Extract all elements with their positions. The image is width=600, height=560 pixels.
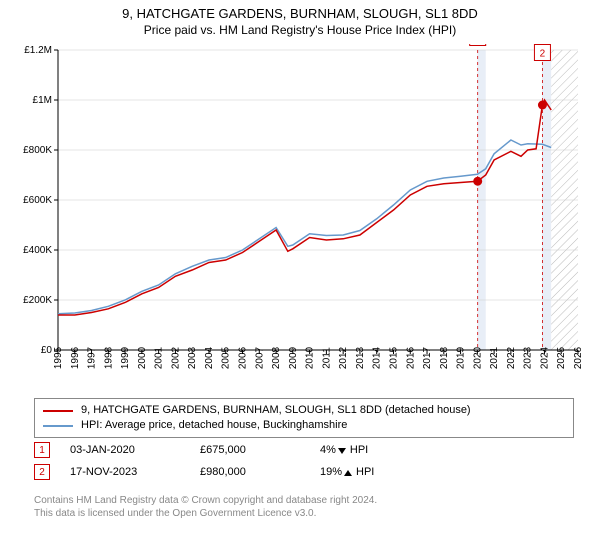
price-chart: £0£200K£400K£600K£800K£1M£1.2M1995199619… xyxy=(8,44,592,392)
svg-text:£1.2M: £1.2M xyxy=(24,45,52,56)
transaction-date: 17-NOV-2023 xyxy=(70,466,200,478)
transaction-row: 1 03-JAN-2020 £675,000 4%HPI xyxy=(34,442,574,458)
page-title-address: 9, HATCHGATE GARDENS, BURNHAM, SLOUGH, S… xyxy=(0,6,600,21)
marker-badge: 2 xyxy=(34,464,50,480)
svg-text:2: 2 xyxy=(540,49,546,60)
arrow-up-icon xyxy=(344,470,352,476)
legend: 9, HATCHGATE GARDENS, BURNHAM, SLOUGH, S… xyxy=(34,398,574,438)
footer-attribution: Contains HM Land Registry data © Crown c… xyxy=(34,494,574,520)
legend-swatch xyxy=(43,410,73,412)
marker-badge: 1 xyxy=(34,442,50,458)
transaction-row: 2 17-NOV-2023 £980,000 19%HPI xyxy=(34,464,574,480)
legend-swatch xyxy=(43,425,73,427)
svg-text:£800K: £800K xyxy=(23,145,52,156)
footer-line: This data is licensed under the Open Gov… xyxy=(34,507,574,520)
legend-item-price-paid: 9, HATCHGATE GARDENS, BURNHAM, SLOUGH, S… xyxy=(43,403,565,418)
svg-text:£200K: £200K xyxy=(23,295,52,306)
transaction-price: £980,000 xyxy=(200,466,320,478)
svg-text:£600K: £600K xyxy=(23,195,52,206)
transaction-price: £675,000 xyxy=(200,444,320,456)
legend-item-hpi: HPI: Average price, detached house, Buck… xyxy=(43,418,565,433)
legend-label: HPI: Average price, detached house, Buck… xyxy=(81,418,347,433)
svg-text:1: 1 xyxy=(475,44,481,45)
page-subtitle: Price paid vs. HM Land Registry's House … xyxy=(0,23,600,37)
legend-label: 9, HATCHGATE GARDENS, BURNHAM, SLOUGH, S… xyxy=(81,403,471,418)
transaction-table: 1 03-JAN-2020 £675,000 4%HPI 2 17-NOV-20… xyxy=(34,442,574,486)
transaction-date: 03-JAN-2020 xyxy=(70,444,200,456)
svg-text:£1M: £1M xyxy=(33,95,52,106)
transaction-delta: 4%HPI xyxy=(320,444,450,456)
transaction-delta: 19%HPI xyxy=(320,466,450,478)
footer-line: Contains HM Land Registry data © Crown c… xyxy=(34,494,574,507)
svg-text:£400K: £400K xyxy=(23,245,52,256)
svg-text:£0: £0 xyxy=(41,345,53,356)
arrow-down-icon xyxy=(338,448,346,454)
